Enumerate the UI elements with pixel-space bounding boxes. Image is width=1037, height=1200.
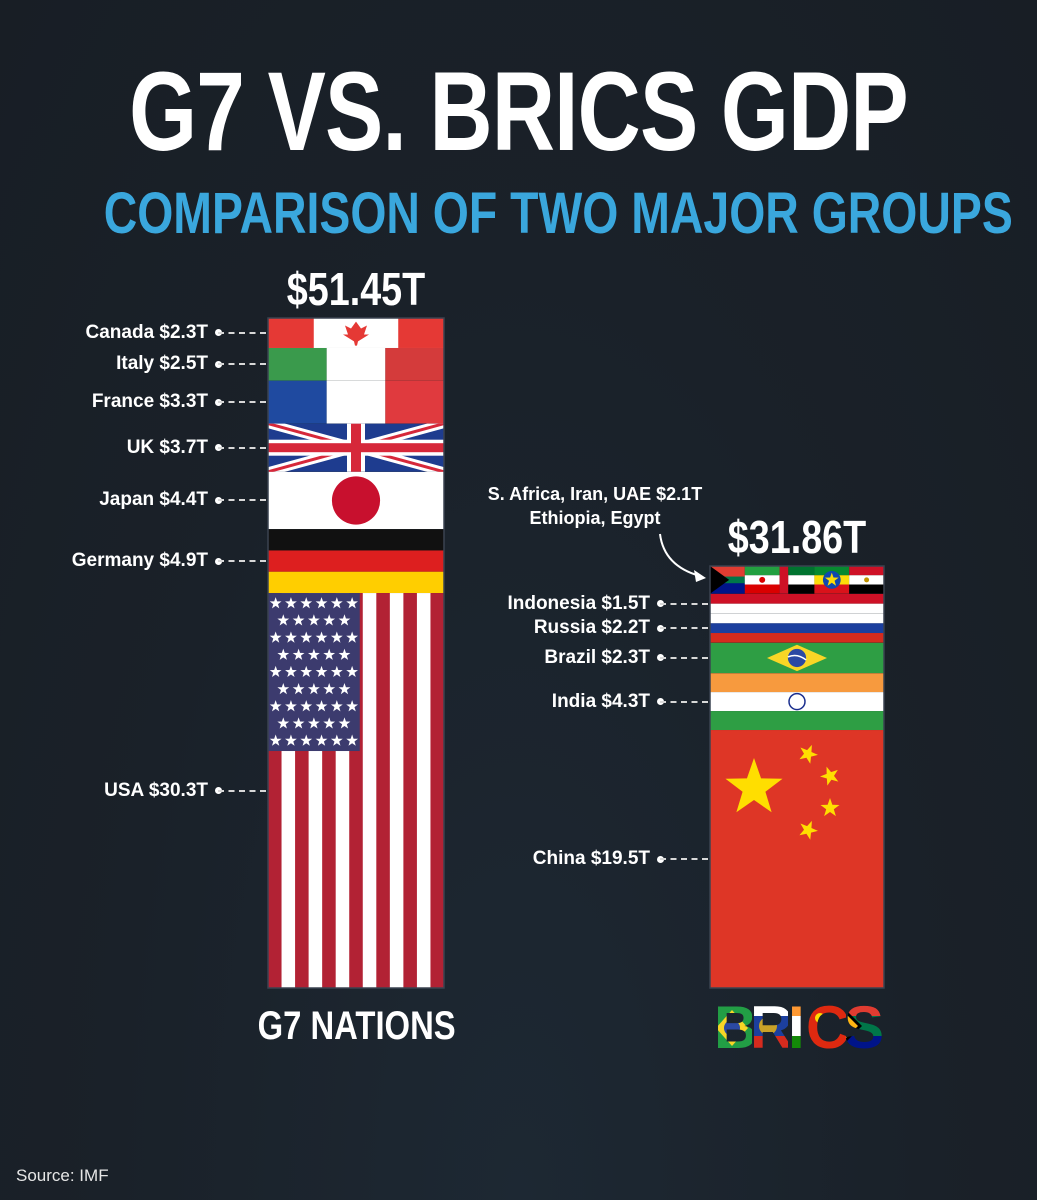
segment-label: Indonesia $1.5T	[507, 592, 650, 614]
france-flag	[268, 380, 444, 424]
china-flag	[710, 730, 884, 988]
india-flag	[710, 673, 884, 731]
bar-outline-1	[709, 565, 885, 989]
g7-total-label: $51.45T	[286, 263, 426, 315]
uk-flag	[268, 423, 444, 472]
segment-label: India $4.3T	[551, 690, 650, 712]
brics-logo: B R I C S	[714, 996, 882, 1056]
canada-flag	[268, 318, 444, 348]
segment-label: Italy $2.5T	[116, 353, 208, 375]
chart-title: G7 VS. BRICS GDP	[129, 49, 909, 174]
bar-0	[268, 318, 444, 988]
leader-line	[218, 331, 266, 334]
leader-line	[660, 656, 708, 659]
bar-1	[710, 566, 884, 988]
leader-line	[218, 446, 266, 449]
bar-outline-0	[267, 317, 445, 989]
japan-flag	[268, 471, 444, 530]
russia-flag	[710, 613, 884, 643]
g7-group-label: G7 NATIONS	[257, 1004, 456, 1048]
source-note: Source: IMF	[16, 1166, 109, 1185]
leader-line	[660, 602, 708, 605]
germany-flag	[268, 529, 444, 594]
chart-subtitle: COMPARISON OF TWO MAJOR GROUPS	[103, 181, 1013, 246]
segment-label: Germany $4.9T	[71, 550, 208, 572]
leader-line	[218, 363, 266, 366]
segment-label: China $19.5T	[532, 848, 650, 870]
segment-label: France $3.3T	[91, 391, 208, 413]
segment-label: Canada $2.3T	[85, 321, 209, 343]
mixed-flags	[710, 566, 884, 594]
segment-label: UK $3.7T	[126, 436, 208, 458]
brics-small-members-label: S. Africa, Iran, UAE $2.1T Ethiopia, Egy…	[470, 482, 720, 530]
segment-label: Japan $4.4T	[99, 489, 208, 511]
segment-label: Brazil $2.3T	[544, 646, 650, 668]
segment-label: Russia $2.2T	[533, 617, 650, 639]
brics-small-members-line1: S. Africa, Iran, UAE $2.1T	[487, 484, 703, 504]
indonesia-flag	[710, 593, 884, 614]
brics-small-members-line2: Ethiopia, Egypt	[529, 508, 661, 528]
italy-flag	[268, 347, 444, 381]
leader-line	[218, 401, 266, 404]
leader-line	[660, 627, 708, 630]
leader-line	[660, 858, 708, 861]
segment-label: USA $30.3T	[104, 779, 208, 801]
leader-line	[218, 499, 266, 502]
brazil-flag	[710, 642, 884, 674]
leader-line	[218, 789, 266, 792]
leader-line	[218, 560, 266, 563]
usa-flag	[268, 593, 444, 988]
leader-line	[660, 700, 708, 703]
annotation-arrow	[659, 533, 706, 582]
brics-total-label: $31.86T	[727, 511, 867, 563]
